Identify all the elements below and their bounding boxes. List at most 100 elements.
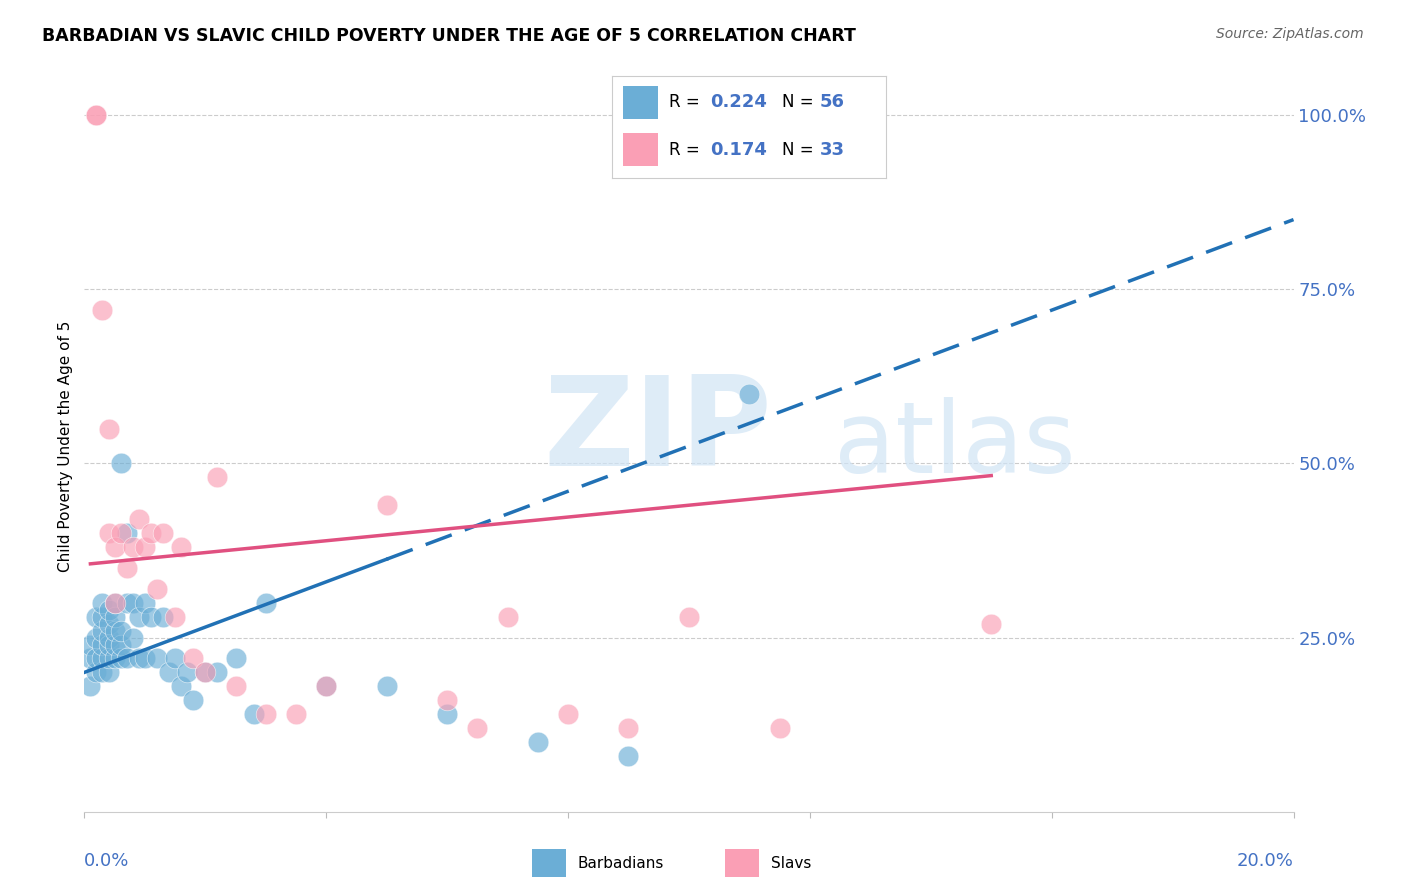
Point bbox=[128, 651, 150, 665]
Point bbox=[242, 707, 264, 722]
Text: 0.224: 0.224 bbox=[710, 94, 768, 112]
Point bbox=[79, 651, 101, 665]
Point bbox=[79, 638, 101, 652]
Point bbox=[617, 721, 640, 735]
Point bbox=[97, 631, 120, 645]
Text: Slavs: Slavs bbox=[770, 855, 811, 871]
Point bbox=[207, 470, 229, 484]
Point bbox=[86, 665, 108, 680]
Point bbox=[375, 498, 398, 512]
Point bbox=[104, 540, 127, 554]
Point bbox=[97, 665, 120, 680]
Point bbox=[315, 679, 337, 693]
Point bbox=[91, 651, 114, 665]
Point bbox=[97, 638, 120, 652]
Point bbox=[91, 303, 114, 318]
Text: Source: ZipAtlas.com: Source: ZipAtlas.com bbox=[1216, 27, 1364, 41]
Text: BARBADIAN VS SLAVIC CHILD POVERTY UNDER THE AGE OF 5 CORRELATION CHART: BARBADIAN VS SLAVIC CHILD POVERTY UNDER … bbox=[42, 27, 856, 45]
Point bbox=[176, 665, 198, 680]
Point bbox=[110, 624, 132, 638]
Text: Barbadians: Barbadians bbox=[578, 855, 664, 871]
Point bbox=[146, 582, 169, 596]
Point bbox=[134, 596, 156, 610]
Point bbox=[97, 616, 120, 631]
Text: 0.0%: 0.0% bbox=[84, 852, 129, 870]
Point bbox=[152, 526, 174, 541]
Text: N =: N = bbox=[782, 94, 813, 112]
Point bbox=[104, 624, 127, 638]
Point bbox=[181, 651, 204, 665]
Point bbox=[121, 631, 143, 645]
Point bbox=[225, 679, 247, 693]
Point bbox=[165, 651, 187, 665]
Point bbox=[170, 679, 193, 693]
Point bbox=[115, 561, 138, 575]
Point bbox=[157, 665, 180, 680]
Point bbox=[170, 540, 193, 554]
Point bbox=[315, 679, 337, 693]
Point bbox=[91, 609, 114, 624]
Point bbox=[104, 609, 127, 624]
Point bbox=[110, 457, 132, 471]
Point bbox=[97, 603, 120, 617]
Point bbox=[86, 631, 108, 645]
Point bbox=[128, 512, 150, 526]
Point bbox=[194, 665, 217, 680]
Bar bbox=[531, 849, 565, 877]
Point bbox=[436, 707, 458, 722]
Point bbox=[557, 707, 579, 722]
Point bbox=[97, 421, 120, 435]
Point bbox=[678, 609, 700, 624]
Point bbox=[254, 596, 277, 610]
Point bbox=[97, 651, 120, 665]
Point bbox=[617, 749, 640, 764]
Point bbox=[527, 735, 550, 749]
Point bbox=[139, 526, 162, 541]
Point bbox=[225, 651, 247, 665]
Point bbox=[165, 609, 187, 624]
Point bbox=[104, 638, 127, 652]
Point bbox=[139, 609, 162, 624]
Bar bbox=[725, 849, 759, 877]
Point bbox=[152, 609, 174, 624]
Point bbox=[134, 540, 156, 554]
Point bbox=[104, 596, 127, 610]
Point bbox=[115, 651, 138, 665]
Text: R =: R = bbox=[669, 94, 700, 112]
Point bbox=[79, 679, 101, 693]
Text: 0.174: 0.174 bbox=[710, 141, 768, 159]
Point bbox=[115, 526, 138, 541]
Text: 20.0%: 20.0% bbox=[1237, 852, 1294, 870]
Point bbox=[980, 616, 1002, 631]
Point bbox=[738, 386, 761, 401]
Point bbox=[207, 665, 229, 680]
Point bbox=[121, 596, 143, 610]
Point bbox=[86, 651, 108, 665]
Text: R =: R = bbox=[669, 141, 700, 159]
Point bbox=[194, 665, 217, 680]
Point bbox=[467, 721, 489, 735]
Point bbox=[181, 693, 204, 707]
Text: N =: N = bbox=[782, 141, 813, 159]
Bar bbox=[623, 87, 658, 119]
Bar bbox=[623, 133, 658, 166]
Point bbox=[91, 624, 114, 638]
Point bbox=[146, 651, 169, 665]
Point bbox=[436, 693, 458, 707]
Text: atlas: atlas bbox=[834, 398, 1076, 494]
Point bbox=[110, 638, 132, 652]
Point bbox=[115, 596, 138, 610]
Point bbox=[496, 609, 519, 624]
Point bbox=[254, 707, 277, 722]
Text: ZIP: ZIP bbox=[544, 371, 772, 491]
Text: 33: 33 bbox=[820, 141, 845, 159]
Point bbox=[285, 707, 308, 722]
Point bbox=[769, 721, 792, 735]
Text: 56: 56 bbox=[820, 94, 845, 112]
Point bbox=[110, 651, 132, 665]
Point bbox=[104, 596, 127, 610]
Point bbox=[128, 609, 150, 624]
Point bbox=[86, 609, 108, 624]
Point bbox=[97, 526, 120, 541]
Y-axis label: Child Poverty Under the Age of 5: Child Poverty Under the Age of 5 bbox=[58, 320, 73, 572]
